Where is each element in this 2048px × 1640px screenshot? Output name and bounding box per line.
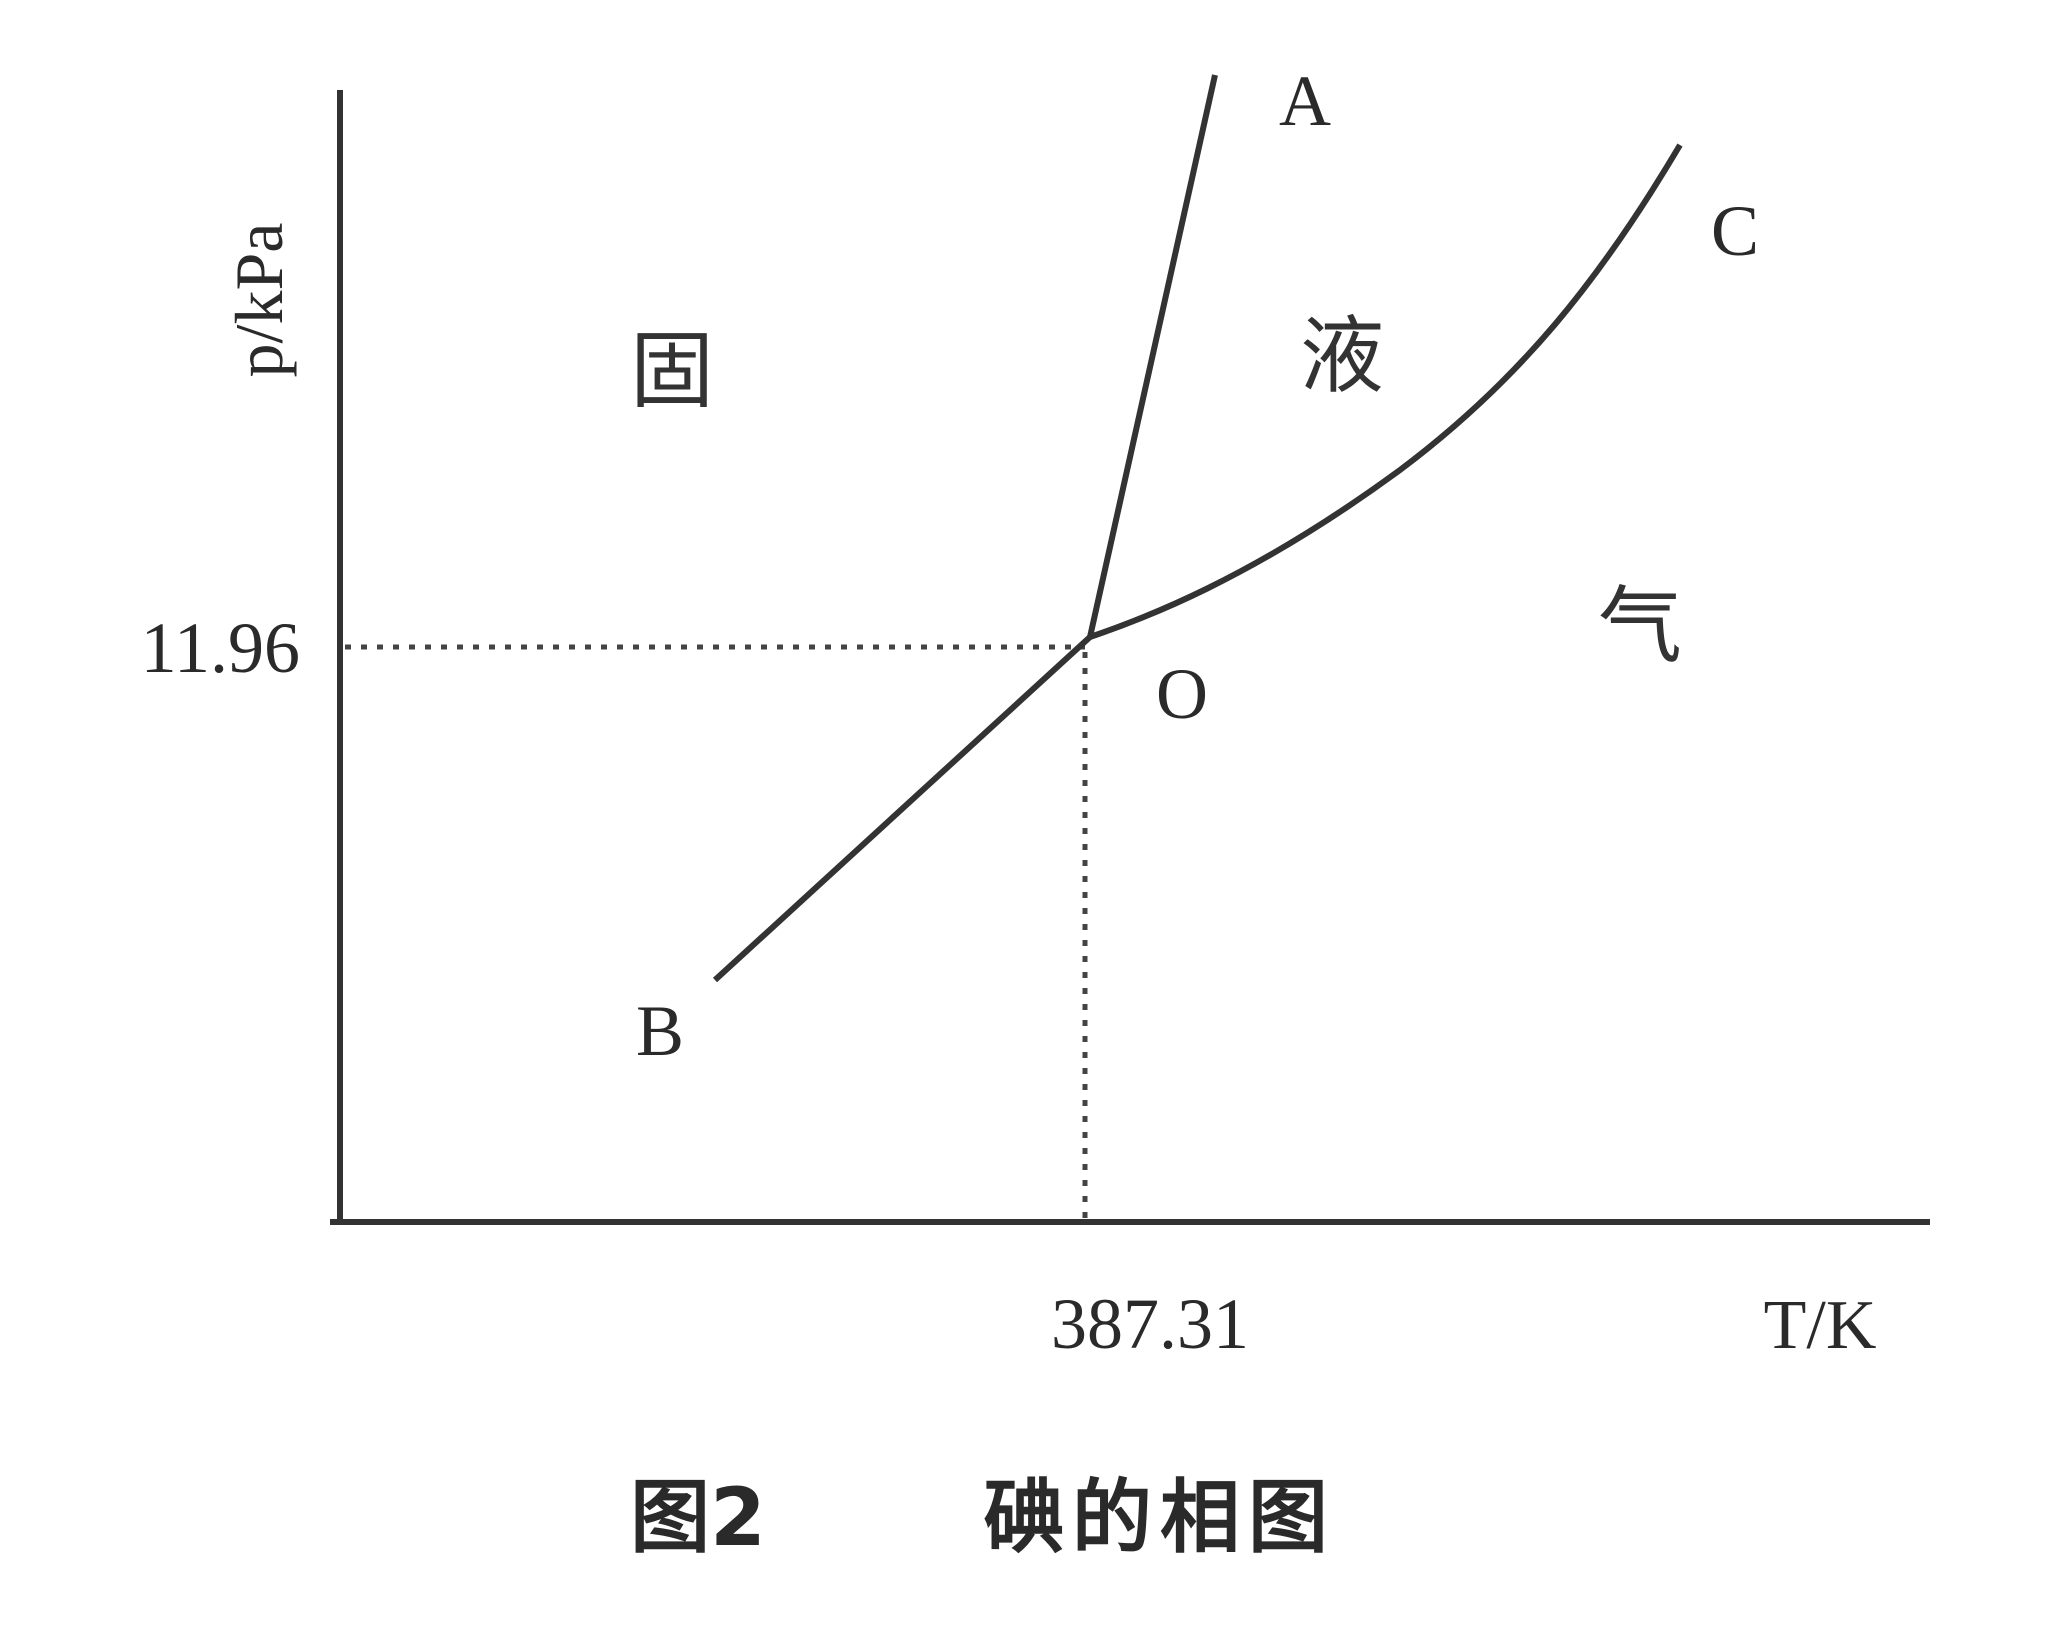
triple-point-pressure-label: 11.96 xyxy=(141,608,300,688)
triple-point-label: O xyxy=(1156,654,1208,734)
x-axis-label: T/K xyxy=(1764,1287,1877,1364)
curve-label-c: C xyxy=(1711,191,1759,271)
sublimation-curve-OB xyxy=(712,634,1093,983)
caption-title: 碘的相图 xyxy=(984,1471,1336,1564)
vaporization-curve-OC xyxy=(1089,143,1683,640)
curve-label-b: B xyxy=(636,991,684,1071)
triple-point-temperature-label: 387.31 xyxy=(1051,1284,1249,1364)
melting-curve-OA xyxy=(1087,74,1218,638)
region-gas-label: 气 xyxy=(1598,577,1682,675)
y-axis-label: p/kPa xyxy=(221,223,297,378)
curve-label-a: A xyxy=(1279,61,1331,141)
caption-number: 图2 xyxy=(630,1471,766,1564)
region-liquid-label: 液 xyxy=(1300,307,1384,405)
region-solid-label: 固 xyxy=(630,322,714,420)
